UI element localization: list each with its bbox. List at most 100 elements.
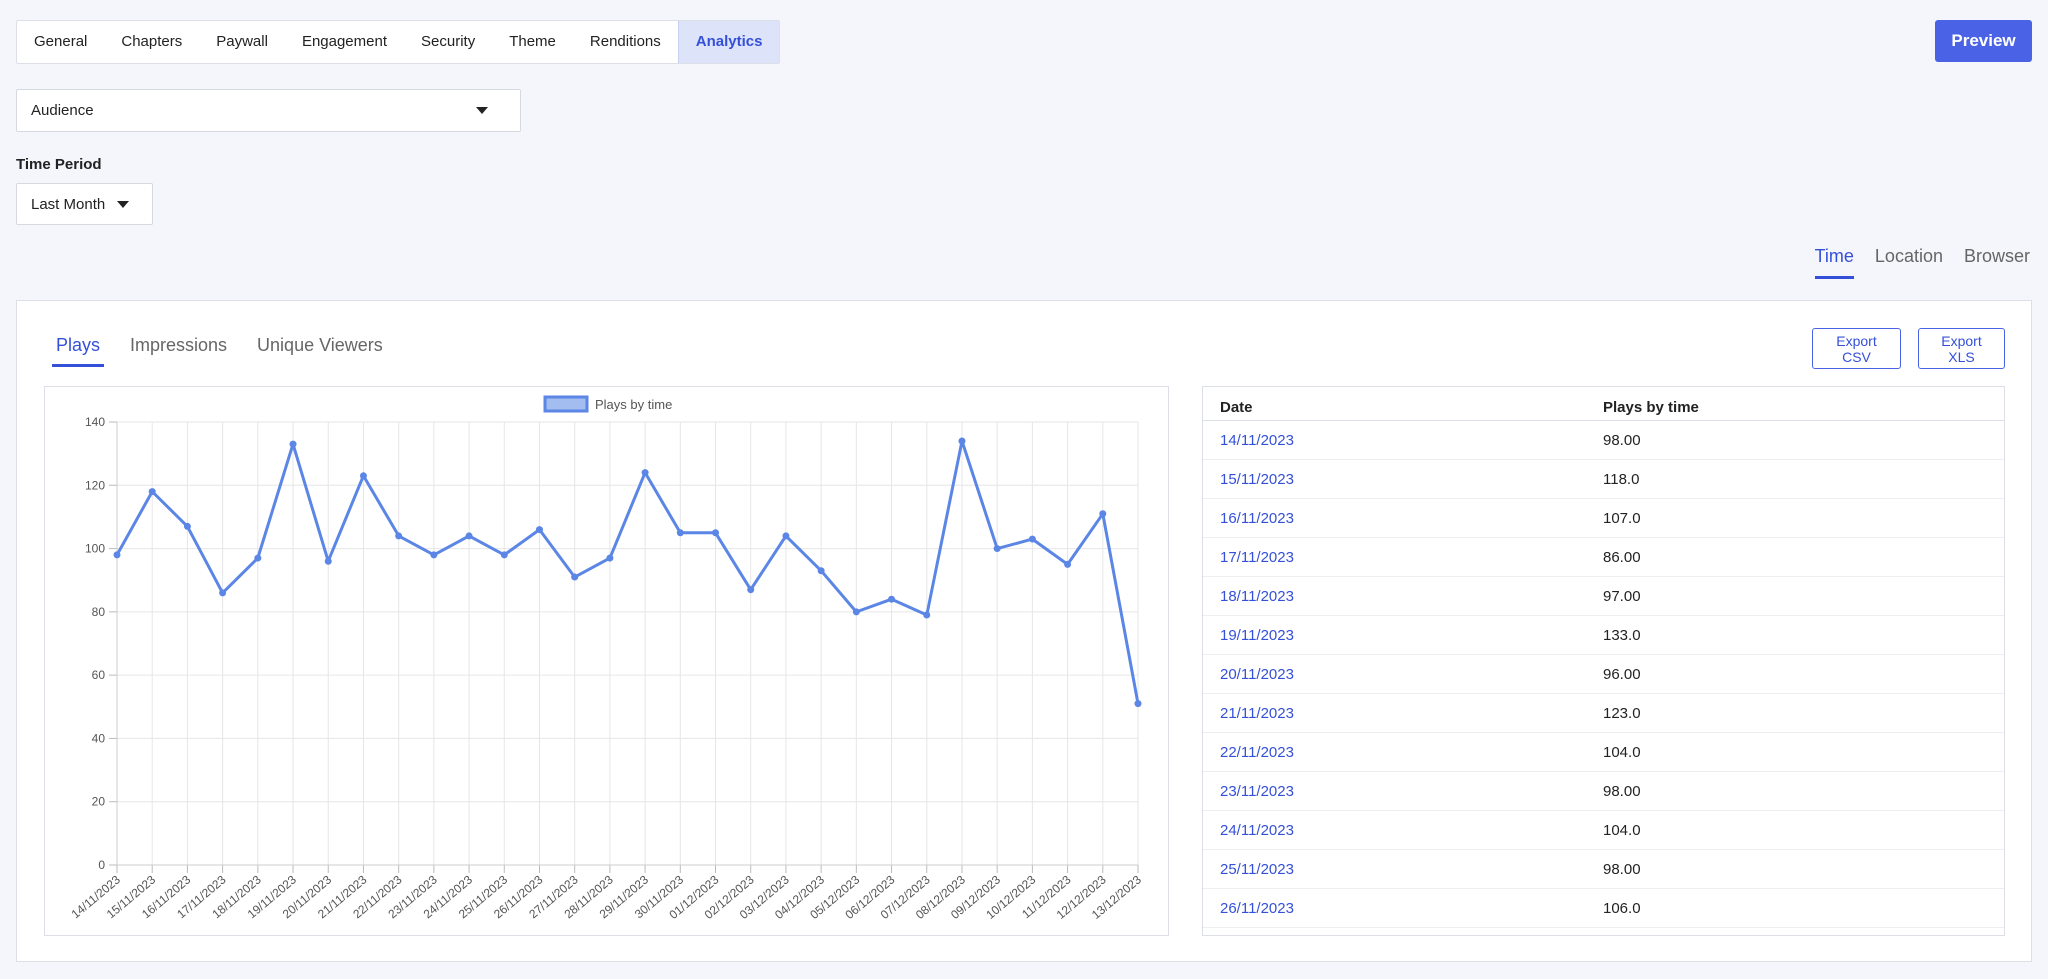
time-period-select[interactable]: Last Month xyxy=(16,183,153,225)
table-body: 14/11/2023 98.00 15/11/2023 118.0 16/11/2023… xyxy=(1203,421,2004,928)
date-link[interactable]: 23/11/2023 xyxy=(1220,782,1294,800)
data-point xyxy=(747,586,755,594)
table-row: 22/11/2023 104.0 xyxy=(1203,733,2004,772)
view-tab-location[interactable]: Location xyxy=(1874,246,1943,266)
date-link[interactable]: 25/11/2023 xyxy=(1220,860,1294,878)
preview-button[interactable]: Preview xyxy=(1935,20,2032,62)
plays-value: 86.00 xyxy=(1603,548,1641,566)
column-header-plays: Plays by time xyxy=(1603,399,1699,416)
data-point xyxy=(465,532,473,540)
date-link[interactable]: 26/11/2023 xyxy=(1220,899,1294,917)
audience-select[interactable]: Audience xyxy=(16,89,521,132)
legend-swatch xyxy=(543,395,589,413)
data-point xyxy=(923,611,931,619)
tab-theme[interactable]: Theme xyxy=(509,33,556,50)
data-point xyxy=(183,522,191,530)
caret-down-icon xyxy=(476,107,488,114)
table-row: 26/11/2023 106.0 xyxy=(1203,889,2004,928)
table-row: 21/11/2023 123.0 xyxy=(1203,694,2004,733)
tab-chapters[interactable]: Chapters xyxy=(121,33,183,50)
data-point xyxy=(782,532,790,540)
data-point xyxy=(219,589,227,597)
data-point xyxy=(113,551,121,559)
column-header-date: Date xyxy=(1220,399,1253,416)
data-point xyxy=(359,472,367,480)
y-tick-label: 60 xyxy=(92,668,106,682)
tab-general[interactable]: General xyxy=(34,33,88,50)
date-link[interactable]: 15/11/2023 xyxy=(1220,470,1294,488)
date-link[interactable]: 17/11/2023 xyxy=(1220,548,1294,566)
plays-value: 97.00 xyxy=(1603,587,1641,605)
data-point xyxy=(1028,535,1036,543)
table-row: 14/11/2023 98.00 xyxy=(1203,421,2004,460)
table-row: 23/11/2023 98.00 xyxy=(1203,772,2004,811)
tab-paywall[interactable]: Paywall xyxy=(216,33,268,50)
plays-value: 104.0 xyxy=(1603,743,1641,761)
tab-renditions[interactable]: Renditions xyxy=(589,33,661,50)
data-point xyxy=(888,595,896,603)
series-line-plays xyxy=(115,439,1140,704)
date-link[interactable]: 19/11/2023 xyxy=(1220,626,1294,644)
plays-value: 98.00 xyxy=(1603,860,1641,878)
data-point xyxy=(641,469,649,477)
export-xls-button[interactable]: Export XLS xyxy=(1918,328,2005,369)
data-point xyxy=(958,437,966,445)
table-row: 25/11/2023 98.00 xyxy=(1203,850,2004,889)
y-tick-label: 40 xyxy=(92,731,106,745)
audience-select-value: Audience xyxy=(31,102,94,119)
view-tab-time[interactable]: Time xyxy=(1814,246,1854,279)
data-point xyxy=(500,551,508,559)
data-point xyxy=(1064,560,1072,568)
export-csv-button[interactable]: Export CSV xyxy=(1812,328,1901,369)
data-point xyxy=(852,608,860,616)
y-tick-label: 100 xyxy=(85,542,105,556)
data-point xyxy=(1099,510,1107,518)
plays-value: 98.00 xyxy=(1603,782,1641,800)
table-row: 20/11/2023 96.00 xyxy=(1203,655,2004,694)
y-tick-label: 20 xyxy=(92,795,106,809)
caret-down-icon xyxy=(117,200,130,208)
plays-value: 123.0 xyxy=(1603,704,1641,722)
data-point xyxy=(430,551,438,559)
time-period-value: Last Month xyxy=(31,195,106,213)
tab-engagement[interactable]: Engagement xyxy=(301,33,388,50)
date-link[interactable]: 22/11/2023 xyxy=(1220,743,1294,761)
plays-table: Date Plays by time 14/11/2023 98.00 15/11/… xyxy=(1202,386,2005,936)
y-tick-label: 0 xyxy=(98,858,105,872)
table-header: Date Plays by time xyxy=(1203,387,2004,421)
data-point xyxy=(395,532,403,540)
data-point xyxy=(606,554,614,562)
tab-analytics[interactable]: Analytics xyxy=(677,21,780,63)
data-point xyxy=(254,554,262,562)
metric-tab-plays[interactable]: Plays xyxy=(52,335,105,367)
metric-tab-unique-viewers[interactable]: Unique Viewers xyxy=(257,335,383,355)
plays-value: 104.0 xyxy=(1603,821,1641,839)
tab-security[interactable]: Security xyxy=(421,33,476,50)
date-link[interactable]: 18/11/2023 xyxy=(1220,587,1294,605)
view-tab-browser[interactable]: Browser xyxy=(1963,246,2030,266)
data-point xyxy=(1134,700,1142,708)
data-point xyxy=(712,529,720,537)
data-point xyxy=(535,526,543,534)
y-tick-label: 120 xyxy=(85,478,105,492)
date-link[interactable]: 21/11/2023 xyxy=(1220,704,1294,722)
table-row: 15/11/2023 118.0 xyxy=(1203,460,2004,499)
table-row: 17/11/2023 86.00 xyxy=(1203,538,2004,577)
data-point xyxy=(676,529,684,537)
plays-line-chart: Plays by time02040608010012014014/11/202… xyxy=(69,395,1144,922)
plays-value: 107.0 xyxy=(1603,509,1641,527)
metric-tab-impressions[interactable]: Impressions xyxy=(130,335,228,355)
date-link[interactable]: 20/11/2023 xyxy=(1220,665,1294,683)
y-tick-label: 140 xyxy=(85,415,105,429)
data-point xyxy=(571,573,579,581)
legend-label: Plays by time xyxy=(595,397,672,412)
settings-tabs: General Chapters Paywall Engagement Secu… xyxy=(16,20,781,64)
time-period-label: Time Period xyxy=(16,156,102,173)
data-point xyxy=(324,557,332,565)
date-link[interactable]: 16/11/2023 xyxy=(1220,509,1294,527)
metric-tabs: Plays Impressions Unique Viewers xyxy=(52,335,387,367)
date-link[interactable]: 24/11/2023 xyxy=(1220,821,1294,839)
table-row: 18/11/2023 97.00 xyxy=(1203,577,2004,616)
plays-value: 98.00 xyxy=(1603,431,1641,449)
date-link[interactable]: 14/11/2023 xyxy=(1220,431,1294,449)
